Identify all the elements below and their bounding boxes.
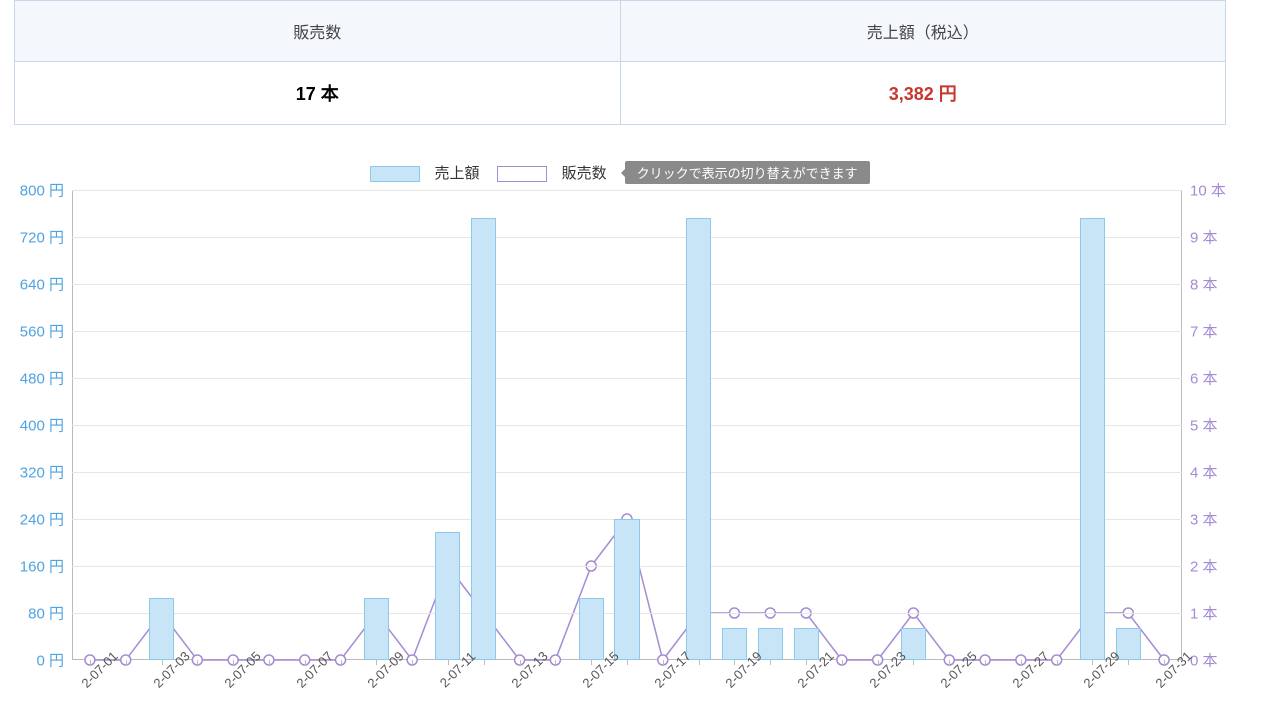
bar[interactable] [1080,218,1105,660]
xtick-mark [913,660,914,665]
grid-line [72,190,1182,191]
chart-legend: 売上額 販売数 クリックで表示の切り替えができます [0,161,1240,184]
grid-line [72,378,1182,379]
grid-line [72,331,1182,332]
ytick-right: 8 本 [1182,274,1218,295]
ytick-left: 480 円 [20,368,72,389]
summary-value-quantity: 17 本 [15,62,621,125]
summary-header-quantity: 販売数 [15,1,621,62]
xtick-mark [1057,660,1058,665]
ytick-left: 160 円 [20,556,72,577]
ytick-left: 0 円 [36,650,72,671]
xtick-mark [699,660,700,665]
xtick-mark [770,660,771,665]
ytick-right: 7 本 [1182,321,1218,342]
summary-table: 販売数 売上額（税込） 17 本 3,382 円 [14,0,1226,125]
bar[interactable] [686,218,711,660]
ytick-right: 1 本 [1182,603,1218,624]
bar[interactable] [471,218,496,660]
summary-value-amount: 3,382 円 [620,62,1226,125]
xtick-mark [985,660,986,665]
ytick-left: 400 円 [20,415,72,436]
legend-label-amount: 売上額 [434,165,479,182]
ytick-left: 800 円 [20,180,72,201]
grid-line [72,425,1182,426]
xtick-mark [197,660,198,665]
legend-label-quantity: 販売数 [562,165,607,182]
xtick-mark [842,660,843,665]
sales-chart: 売上額 販売数 クリックで表示の切り替えができます 0 円80 円160 円24… [0,161,1240,660]
legend-item-amount[interactable]: 売上額 [370,162,479,183]
ytick-right: 3 本 [1182,509,1218,530]
ytick-right: 4 本 [1182,462,1218,483]
ytick-left: 720 円 [20,227,72,248]
legend-hint: クリックで表示の切り替えができます [625,161,870,184]
legend-swatch-line [497,166,547,182]
ytick-right: 6 本 [1182,368,1218,389]
xtick-mark [269,660,270,665]
bar[interactable] [435,532,460,660]
grid-line [72,472,1182,473]
ytick-right: 10 本 [1182,180,1226,201]
legend-swatch-bar [370,166,420,182]
bar[interactable] [614,519,639,660]
ytick-left: 80 円 [28,603,72,624]
chart-plot-area: 0 円80 円160 円240 円320 円400 円480 円560 円640… [72,190,1182,660]
ytick-left: 240 円 [20,509,72,530]
ytick-right: 9 本 [1182,227,1218,248]
grid-line [72,284,1182,285]
legend-item-quantity[interactable]: 販売数 [497,162,606,183]
xtick-mark [484,660,485,665]
xtick-mark [412,660,413,665]
summary-header-amount: 売上額（税込） [620,1,1226,62]
xtick-mark [341,660,342,665]
ytick-left: 640 円 [20,274,72,295]
xtick-mark [627,660,628,665]
ytick-right: 5 本 [1182,415,1218,436]
grid-line [72,237,1182,238]
xtick-mark [126,660,127,665]
ytick-left: 560 円 [20,321,72,342]
xtick-mark [1128,660,1129,665]
ytick-right: 2 本 [1182,556,1218,577]
ytick-left: 320 円 [20,462,72,483]
xtick-mark [555,660,556,665]
